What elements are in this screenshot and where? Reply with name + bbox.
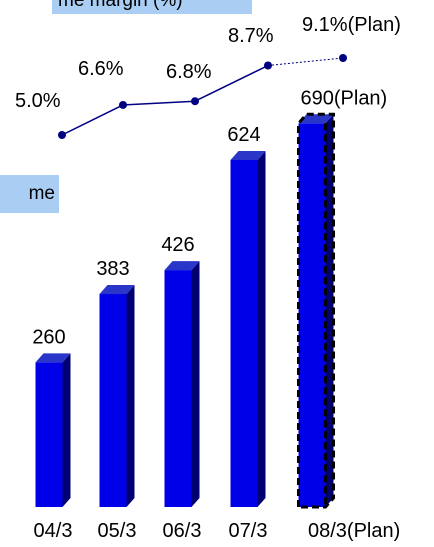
income-legend-box: me xyxy=(0,175,59,213)
bar-side-face xyxy=(191,261,200,507)
bar-front-face xyxy=(35,362,63,507)
bar-3 xyxy=(164,261,200,507)
bar-front-face xyxy=(99,294,127,507)
x-tick-label: 06/3 xyxy=(163,520,202,542)
line-segment xyxy=(61,104,124,136)
plan-bar-dashed-outline xyxy=(297,112,335,509)
line-point xyxy=(191,97,199,106)
line-value-label: 9.1%(Plan) xyxy=(302,14,401,36)
bar-value-label: 624 xyxy=(227,124,260,146)
bar-side-face xyxy=(126,285,135,507)
bar-top-face xyxy=(230,151,266,160)
line-value-label: 6.6% xyxy=(78,58,124,80)
line-point xyxy=(58,131,66,139)
bar-top-face xyxy=(35,353,71,363)
line-value-label: 6.8% xyxy=(166,61,212,83)
bar-series xyxy=(35,112,335,509)
line-series xyxy=(58,54,347,139)
x-tick-label: 05/3 xyxy=(98,520,137,542)
margin-legend-box: me margin (%) xyxy=(52,0,252,14)
bar-value-label: 690(Plan) xyxy=(301,87,388,109)
bar-front-face xyxy=(164,270,192,507)
bar-side-face xyxy=(62,353,71,507)
bar-5 xyxy=(297,112,335,509)
line-segment-plan xyxy=(267,57,344,67)
bar-value-labels: 260 383 426 624 690(Plan) xyxy=(32,87,387,348)
bar-value-label: 426 xyxy=(161,234,194,256)
line-value-labels: 5.0% 6.6% 6.8% 8.7% 9.1%(Plan) xyxy=(15,14,401,112)
x-tick-label: 08/3(Plan) xyxy=(308,520,400,542)
x-tick-label: 04/3 xyxy=(34,520,73,542)
line-value-label: 8.7% xyxy=(228,25,274,47)
bar-top-face xyxy=(298,114,334,124)
x-tick-label: 07/3 xyxy=(229,520,268,542)
x-axis-tick-labels: 04/3 05/3 06/3 07/3 08/3(Plan) xyxy=(34,520,401,542)
bar-top-face xyxy=(164,261,200,271)
line-value-label: 5.0% xyxy=(15,90,61,112)
line-point xyxy=(339,54,347,62)
bar-top-face xyxy=(99,285,135,295)
bar-front-face xyxy=(230,160,258,507)
line-point xyxy=(119,100,127,109)
bar-side-face xyxy=(325,114,334,507)
bar-side-face xyxy=(257,151,266,507)
bar-value-label: 260 xyxy=(32,326,65,348)
line-segment xyxy=(194,64,269,102)
line-segment xyxy=(122,100,196,106)
bar-value-label: 383 xyxy=(96,258,129,280)
line-point xyxy=(264,61,272,70)
bar-1 xyxy=(35,353,71,507)
bar-4 xyxy=(230,151,266,507)
bar-2 xyxy=(99,285,135,507)
bar-front-face xyxy=(298,123,326,507)
